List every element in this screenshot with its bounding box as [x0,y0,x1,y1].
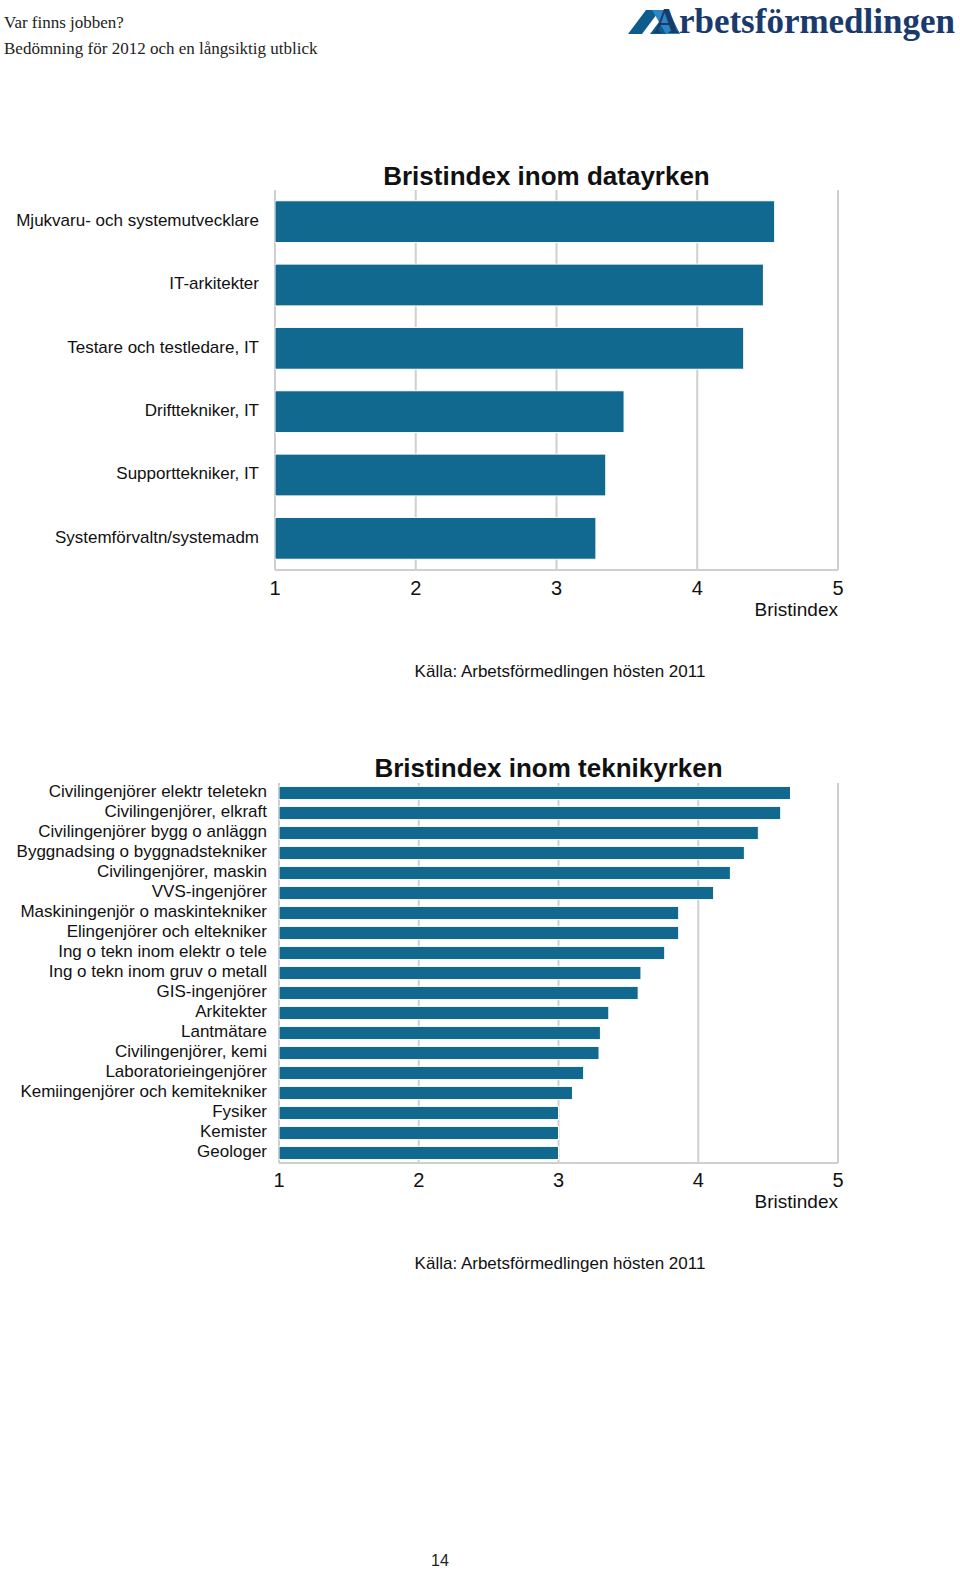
tick-label: 3 [553,1169,564,1191]
category-label: Ing o tekn inom elektr o tele [58,942,267,961]
bar [279,886,714,899]
axis-line [275,569,838,571]
tick-label: 4 [692,577,703,599]
axis-label: Bristindex [755,599,839,620]
bar [279,986,638,999]
bar [279,786,790,799]
category-label: Kemiingenjörer och kemitekniker [20,1082,267,1101]
category-label: Civilingenjörer, kemi [115,1042,267,1061]
bar [279,866,730,879]
bar [279,1126,559,1139]
bar [279,1006,609,1019]
bar [275,391,624,433]
page: Var finns jobben? Bedömning för 2012 och … [0,0,960,1576]
tick-label: 2 [410,577,421,599]
bar [279,1146,559,1159]
bar [275,201,775,243]
bar [275,454,606,496]
category-label: Ing o tekn inom gruv o metall [49,962,267,981]
tick-label: 1 [273,1169,284,1191]
category-label: Mjukvaru- och systemutvecklare [16,211,259,230]
tick-label: 4 [693,1169,704,1191]
bar [275,517,596,559]
bar [279,1086,572,1099]
category-label: IT-arkitekter [169,274,259,293]
bars [279,786,790,1159]
bar [279,946,665,959]
category-label: Elingenjörer och eltekniker [67,922,268,941]
bar [279,906,679,919]
chart-title: Bristindex inom teknikyrken [374,753,722,783]
source-note: Källa: Arbetsförmedlingen hösten 2011 [415,662,706,681]
category-label: Kemister [200,1122,267,1141]
grid-line [415,190,417,570]
category-label: Civilingenjörer, elkraft [104,802,267,821]
chart: Bristindex inom teknikyrken 1 2 3 4 5 Civiling… [17,753,844,1274]
grid-line [837,783,839,1163]
category-label: Supporttekniker, IT [116,464,259,483]
tick-label: 3 [551,577,562,599]
bar [279,826,758,839]
category-label: Lantmätare [181,1022,267,1041]
chart-title: Bristindex inom datayrken [383,161,710,191]
category-label: Fysiker [212,1102,267,1121]
category-label: Byggnadsing o byggnadstekniker [17,842,268,861]
category-label: Laboratorieingenjörer [105,1062,267,1081]
category-label: Drifttekniker, IT [145,401,259,420]
bar [279,1066,584,1079]
bar [279,1026,600,1039]
tick-label: 5 [832,577,843,599]
bar [279,926,679,939]
bar [275,264,763,306]
category-label: VVS-ingenjörer [152,882,268,901]
tick-label: 2 [413,1169,424,1191]
grid-line [556,190,558,570]
page-number: 14 [431,1552,449,1569]
category-label: Testare och testledare, IT [67,338,259,357]
tick-label: 5 [832,1169,843,1191]
bars [275,201,775,559]
category-label: Systemförvaltn/systemadm [55,528,259,547]
category-label: GIS-ingenjörer [156,982,267,1001]
bar [275,327,744,369]
grid-line [696,190,698,570]
source-note: Källa: Arbetsförmedlingen hösten 2011 [415,1254,706,1273]
category-label: Arkitekter [195,1002,267,1021]
category-label: Maskiningenjör o maskintekniker [20,902,267,921]
header-subtitle: Bedömning för 2012 och en långsiktig utb… [4,39,318,58]
bar [279,846,744,859]
bar [279,806,781,819]
category-label: Geologer [197,1142,267,1161]
header-title: Var finns jobben? [4,13,124,32]
bar [279,1046,599,1059]
grid-line [274,190,276,570]
axis-label: Bristindex [755,1191,839,1212]
category-label: Civilingenjörer bygg o anläggn [38,822,267,841]
chart: Bristindex inom datayrken 1 2 3 4 5 Mjukvaru- … [16,161,843,682]
axis-line [279,1162,838,1164]
grid-line [837,190,839,570]
category-label: Civilingenjörer elektr teletekn [49,782,267,801]
bar [279,966,641,979]
category-label: Civilingenjörer, maskin [97,862,267,881]
tick-label: 1 [269,577,280,599]
bar [279,1106,559,1119]
logo-text: Arbetsförmedlingen [654,2,955,41]
